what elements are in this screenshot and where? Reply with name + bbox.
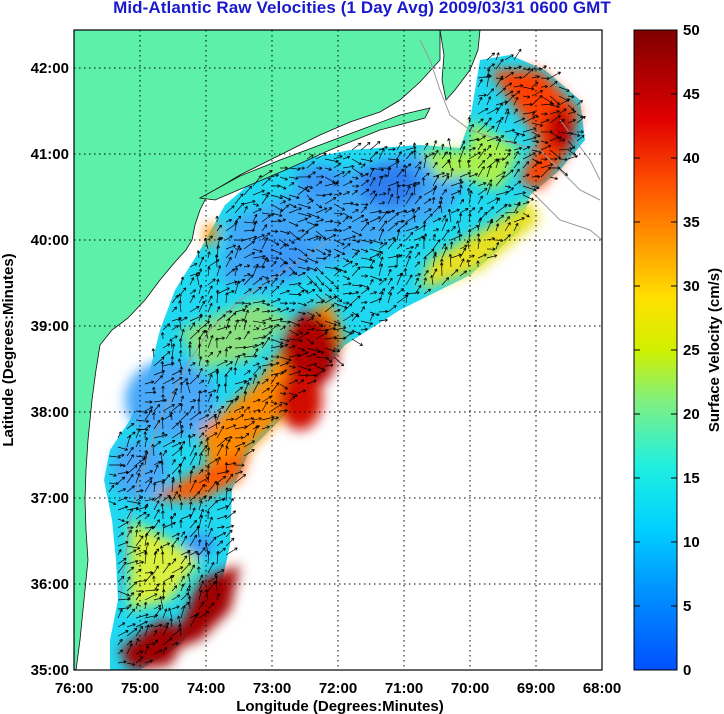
map-title: Mid-Atlantic Raw Velocities (1 Day Avg) … [113,0,611,17]
colorbar-tick-label: 35 [683,214,700,231]
colorbar-tick-label: 45 [683,86,700,103]
y-axis-label: Latitude (Degrees:Minutes) [0,253,17,446]
x-axis-ticks: 76:00 75:00 74:00 73:00 72:00 71:00 70:00 69:00… [55,680,621,697]
y-tick-label: 37:00 [31,490,69,507]
x-tick-label: 75:00 [121,680,159,697]
bathymetry-contours [119,39,602,601]
map-plot-area [74,30,602,670]
colorbar: 0 5 10 15 20 25 30 35 40 45 50 Surface Velocity (c… [633,22,723,679]
x-tick-label: 68:00 [583,680,621,697]
y-tick-label: 39:00 [31,318,69,335]
x-axis-label: Longitude (Degrees:Minutes) [236,698,444,714]
colorbar-tick-label: 0 [683,662,691,679]
x-tick-label: 73:00 [253,680,291,697]
colorbar-tick-label: 20 [683,406,700,423]
y-tick-label: 41:00 [31,146,69,163]
plot-frame [73,29,603,671]
colorbar-tick-label: 40 [683,150,700,167]
y-tick-label: 38:00 [31,404,69,421]
velocity-field [104,55,585,670]
colorbar-tick-label: 25 [683,342,700,359]
y-axis-ticks: 35:00 36:00 37:00 38:00 39:00 40:00 41:00 42:00 [31,60,69,679]
colorbar-tick-label: 10 [683,534,700,551]
x-tick-label: 76:00 [55,680,93,697]
y-tick-label: 36:00 [31,576,69,593]
x-tick-label: 69:00 [517,680,555,697]
vector-arrows [108,48,586,666]
colorbar-tick-label: 15 [683,470,700,487]
x-tick-label: 71:00 [385,680,423,697]
y-tick-label: 35:00 [31,662,69,679]
grid-lines [74,30,602,670]
colorbar-tick-label: 50 [683,22,700,39]
y-tick-label: 42:00 [31,60,69,77]
x-tick-label: 70:00 [451,680,489,697]
current-vectors [108,48,586,666]
x-tick-label: 72:00 [319,680,357,697]
y-tick-label: 40:00 [31,232,69,249]
colorbar-tick-label: 30 [683,278,700,295]
colorbar-tick-label: 5 [683,598,691,615]
colorbar-label: Surface Velocity (cm/s) [706,268,723,432]
x-tick-label: 74:00 [187,680,225,697]
